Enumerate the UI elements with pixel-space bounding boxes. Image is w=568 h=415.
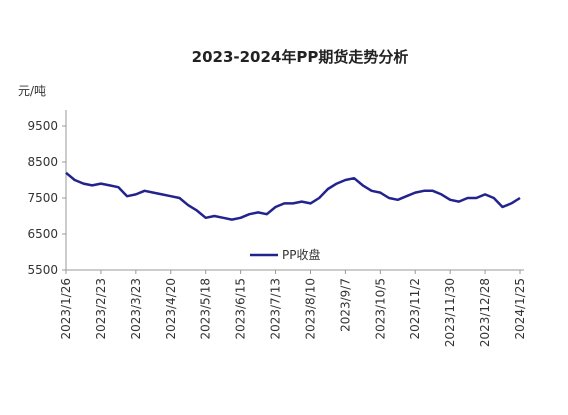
y-axis-label: 元/吨 — [18, 84, 46, 98]
x-tick-label: 2023/12/28 — [478, 278, 492, 347]
chart-title: 2023-2024年PP期货走势分析 — [192, 48, 409, 66]
x-tick-label: 2023/10/5 — [373, 278, 387, 340]
x-tick-label: 2023/2/23 — [94, 278, 108, 340]
y-tick-label: 5500 — [27, 263, 58, 277]
x-tick-label: 2023/7/13 — [269, 278, 283, 340]
series-line — [65, 171, 521, 221]
x-tick-label: 2023/11/30 — [443, 278, 457, 347]
y-tick-label: 6500 — [27, 227, 58, 241]
x-tick-label: 2023/8/10 — [303, 278, 317, 340]
x-tick-label: 2023/4/20 — [164, 278, 178, 340]
y-tick-label: 9500 — [27, 119, 58, 133]
y-tick-label: 8500 — [27, 155, 58, 169]
x-tick-label: 2023/5/18 — [199, 278, 213, 340]
x-tick-label: 2023/1/26 — [59, 278, 73, 340]
legend-label: PP收盘 — [282, 247, 320, 262]
x-tick-label: 2023/9/7 — [338, 278, 352, 332]
y-tick-label: 7500 — [27, 191, 58, 205]
x-tick-label: 2024/1/25 — [513, 278, 527, 340]
x-tick-label: 2023/3/23 — [129, 278, 143, 340]
x-tick-label: 2023/6/15 — [234, 278, 248, 340]
x-tick-label: 2023/11/2 — [408, 278, 422, 340]
